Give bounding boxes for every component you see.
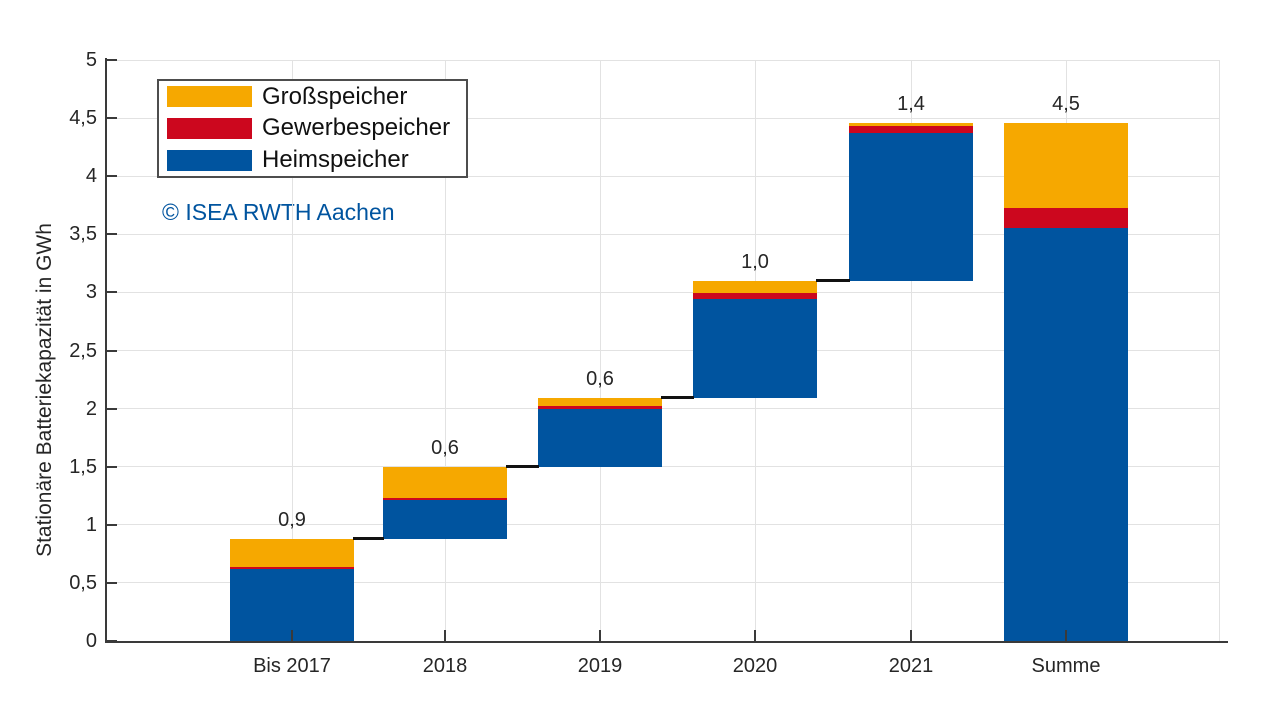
bar-total-label: 0,6 (431, 436, 459, 459)
y-axis-line (105, 58, 107, 643)
bar-segment-großspeicher-2018 (383, 466, 507, 499)
y-tick-label: 5 (85, 49, 97, 71)
x-tick-label: Summe (1031, 655, 1101, 677)
legend-swatch-großspeicher (167, 86, 252, 108)
y-tick-label: 0,5 (69, 571, 97, 594)
bar-total-label: 0,6 (586, 368, 614, 391)
bar-segment-großspeicher-summe (1004, 122, 1128, 208)
y-tickmark (107, 117, 117, 120)
y-tickmark (107, 465, 117, 468)
x-tickmark (754, 630, 756, 641)
bar-segment-heimspeicher-2021 (849, 133, 973, 281)
waterfall-connector (661, 396, 694, 400)
y-tick-label: 2,5 (69, 339, 97, 362)
x-tick-label: 2019 (577, 655, 623, 677)
y-tickmark (107, 233, 117, 236)
legend-swatch-heimspeicher (167, 149, 252, 171)
y-tickmark (107, 640, 117, 642)
h-gridline (107, 408, 1220, 410)
bar-segment-heimspeicher-summe (1004, 228, 1128, 641)
bar-segment-gewerbespeicher-bis-2017 (230, 566, 354, 569)
bar-segment-gewerbespeicher-summe (1004, 207, 1128, 229)
x-tick-label: 2021 (888, 655, 934, 677)
legend: Großspeicher Gewerbespeicher Heimspeicher (157, 79, 468, 178)
h-gridline (107, 350, 1220, 351)
x-tick-label: Bis 2017 (253, 655, 331, 677)
v-gridline (910, 60, 912, 641)
y-tick-label: 4 (85, 165, 97, 188)
bar-total-label: 1,0 (741, 250, 769, 273)
x-tickmark (291, 630, 293, 641)
bar-segment-gewerbespeicher-2020 (693, 292, 817, 300)
x-tick-label: 2018 (422, 655, 468, 677)
x-axis-line (105, 641, 1228, 643)
x-tickmark (910, 630, 912, 641)
y-tickmark (107, 407, 117, 410)
bar-segment-heimspeicher-2018 (383, 500, 507, 539)
y-tick-label: 2 (85, 397, 97, 420)
y-tickmark (107, 523, 117, 526)
bar-segment-heimspeicher-bis-2017 (230, 568, 354, 641)
y-tick-label: 3,5 (69, 223, 97, 246)
bar-segment-großspeicher-2019 (538, 398, 662, 407)
h-gridline (107, 524, 1220, 526)
y-tick-label: 1 (85, 513, 97, 536)
legend-swatch-gewerbespeicher (167, 117, 252, 139)
plot-right-border (1219, 60, 1220, 641)
waterfall-connector (353, 536, 384, 540)
h-gridline (107, 117, 1220, 119)
waterfall-connector (816, 278, 850, 282)
bar-segment-heimspeicher-2019 (538, 408, 662, 467)
bar-segment-heimspeicher-2020 (693, 299, 817, 399)
legend-item: Gewerbespeicher (159, 113, 466, 144)
bar-segment-großspeicher-bis-2017 (230, 538, 354, 567)
h-gridline (107, 582, 1220, 584)
h-gridline (107, 466, 1220, 468)
bar-segment-gewerbespeicher-2021 (849, 126, 973, 134)
bar-total-label: 0,9 (278, 508, 306, 531)
bar-segment-großspeicher-2021 (849, 122, 973, 127)
legend-label: Heimspeicher (262, 146, 409, 174)
legend-item: Großspeicher (159, 81, 466, 112)
h-gridline (107, 291, 1220, 293)
x-tickmark (1065, 630, 1067, 641)
y-tickmark (107, 175, 117, 178)
y-tickmark (107, 291, 117, 294)
y-tick-label: 4,5 (69, 107, 97, 130)
copyright-note: © ISEA RWTH Aachen (162, 199, 395, 225)
y-axis-label: Stationäre Batteriekapazität in GWh (33, 223, 56, 557)
legend-item: Heimspeicher (159, 145, 466, 176)
x-tickmark (444, 630, 446, 641)
v-gridline (444, 60, 446, 641)
v-gridline (599, 60, 601, 641)
y-tick-label: 1,5 (69, 455, 97, 478)
bar-segment-gewerbespeicher-2019 (538, 406, 662, 409)
legend-label: Gewerbespeicher (262, 114, 451, 142)
x-tick-label: 2020 (732, 655, 778, 677)
y-tick-label: 0 (85, 630, 97, 652)
legend-label: Großspeicher (262, 82, 408, 110)
bar-segment-großspeicher-2020 (693, 280, 817, 293)
waterfall-connector (506, 464, 539, 468)
v-gridline (291, 60, 293, 641)
bar-total-label: 1,4 (897, 92, 925, 115)
h-gridline (107, 59, 1220, 61)
y-tick-label: 3 (85, 281, 97, 304)
bar-total-label: 4,5 (1052, 92, 1080, 115)
y-tickmark (107, 59, 117, 61)
h-gridline (107, 233, 1220, 235)
x-tickmark (599, 630, 601, 641)
bar-segment-gewerbespeicher-2018 (383, 498, 507, 501)
y-tickmark (107, 349, 117, 352)
y-tickmark (107, 581, 117, 584)
h-gridline (107, 175, 1220, 177)
